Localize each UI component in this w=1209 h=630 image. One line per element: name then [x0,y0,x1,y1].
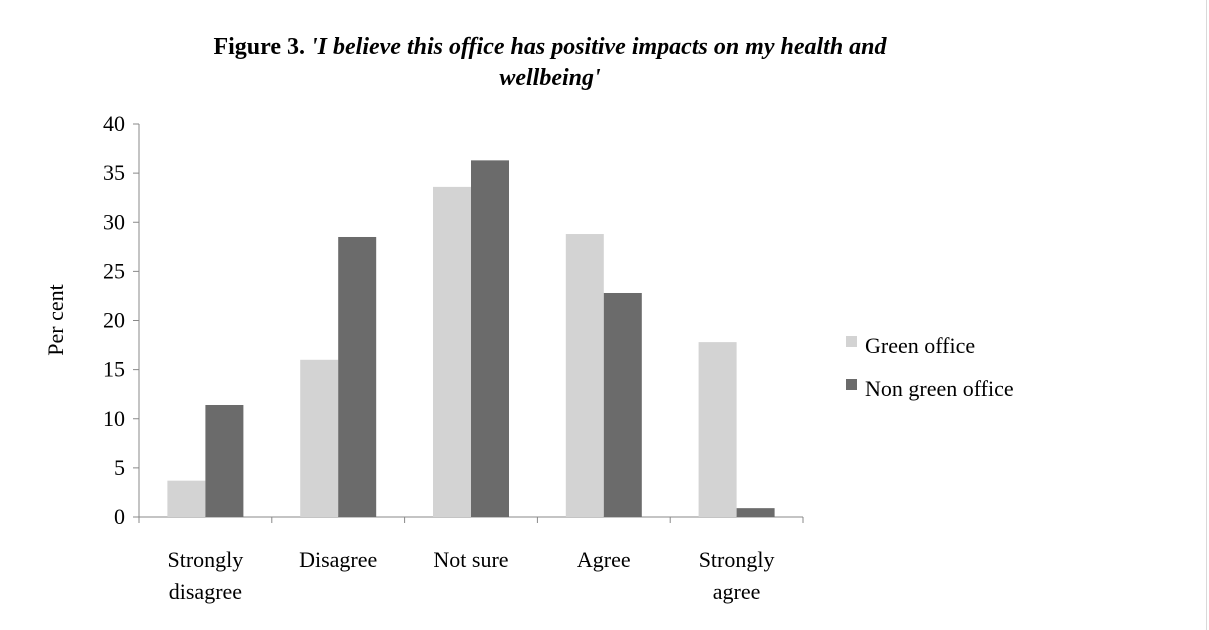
legend-label: Non green office [865,376,1014,401]
bar-non-green-office [205,404,244,517]
x-category-label: agree [713,579,761,604]
x-category-label: Strongly [168,547,244,572]
legend-label: Green office [865,333,975,358]
frame-border [1206,0,1207,630]
bar-green-office [698,342,737,517]
bar-green-office [433,186,471,517]
y-tick-label: 20 [103,308,125,333]
bar-non-green-office [338,236,377,518]
bar-green-office [565,234,604,518]
y-tick-label: 40 [103,111,125,136]
y-tick-label: 35 [103,160,125,185]
y-tick-label: 30 [103,209,125,234]
y-tick-label: 15 [103,357,125,382]
x-category-label: Disagree [299,547,377,572]
title-line-1: Figure 3. 'I believe this office has pos… [100,32,1000,63]
y-tick-label: 10 [103,406,125,431]
title-quote-line-2: wellbeing' [499,65,601,91]
y-tick-label: 5 [114,455,125,480]
title-prefix: Figure 3. [213,34,311,60]
bar-non-green-office [471,160,509,518]
bar-non-green-office [736,508,775,517]
bar-non-green-office [603,292,642,517]
x-category-label: Agree [577,547,631,572]
y-tick-label: 25 [103,258,125,283]
legend-swatch [846,336,857,347]
legend-swatch [846,379,857,390]
y-axis-title: Per cent [43,284,68,355]
title-quote-line-1: 'I believe this office has positive impa… [311,34,887,60]
chart-title: Figure 3. 'I believe this office has pos… [100,32,1000,94]
bar-green-office [167,480,206,517]
y-tick-label: 0 [114,504,125,529]
x-category-label: Strongly [699,547,775,572]
x-category-label: disagree [169,579,242,604]
bar-green-office [300,359,339,517]
x-category-label: Not sure [433,547,508,572]
